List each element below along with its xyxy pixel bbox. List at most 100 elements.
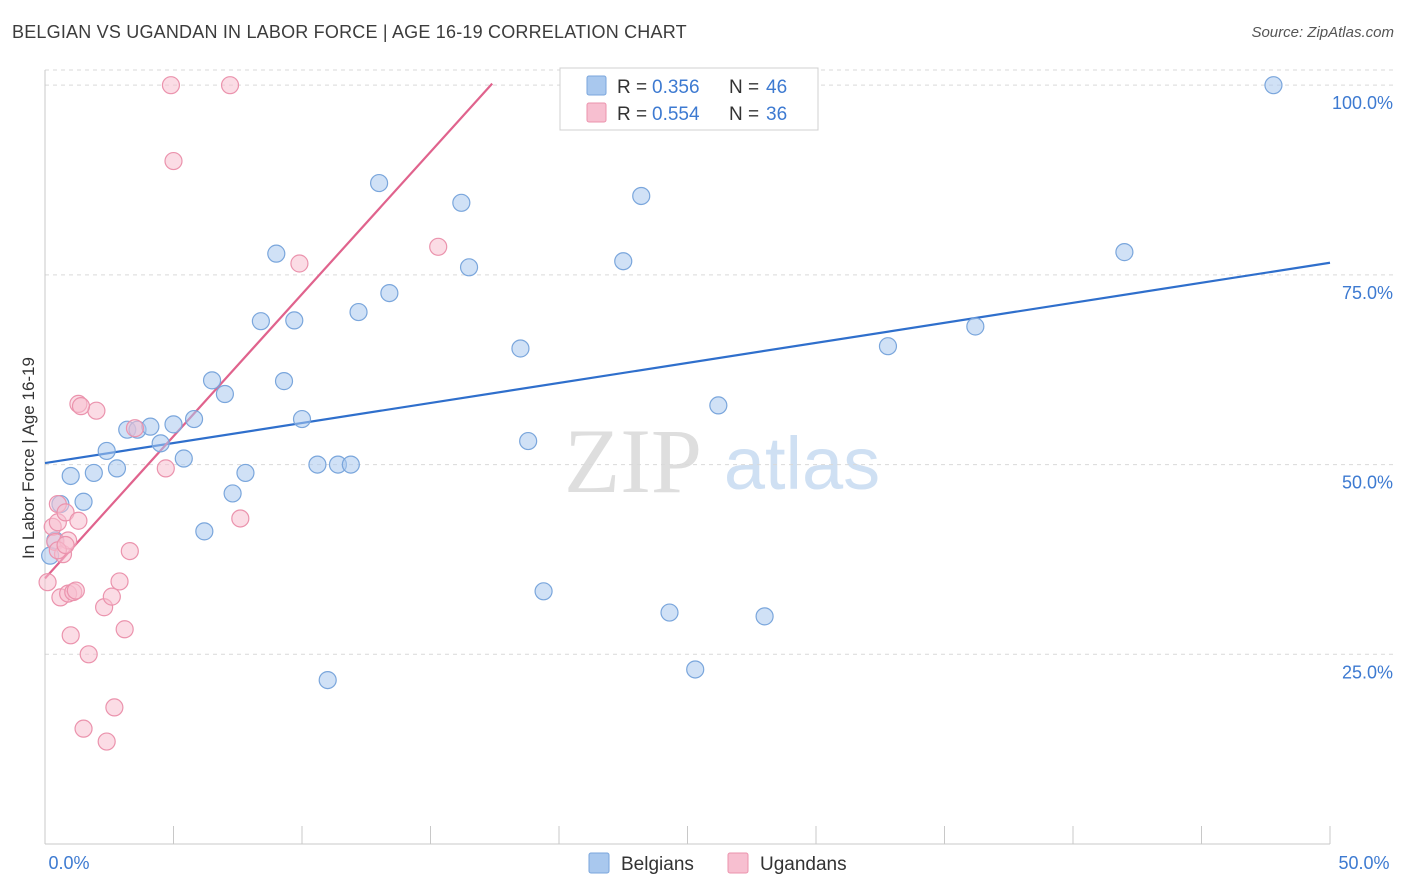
ugandans-point-30	[290, 254, 309, 273]
chart-title: BELGIAN VS UGANDAN IN LABOR FORCE | AGE …	[12, 22, 687, 42]
ugandans-point-10	[61, 626, 80, 645]
y-tick-label-50: 50.0%	[1342, 473, 1393, 493]
belgians-point-37	[614, 252, 633, 271]
belgians-point-23	[285, 311, 304, 330]
ugandans-point-12	[66, 581, 85, 600]
ugandans-point-16	[87, 401, 106, 420]
belgians-point-14	[184, 409, 204, 429]
ugandans-point-29	[231, 509, 250, 528]
watermark-zip: ZIP	[564, 410, 702, 512]
belgians-point-46	[1264, 76, 1283, 95]
belgians-point-41	[709, 396, 728, 415]
legend-ugandan-n-value: 36	[766, 104, 787, 125]
ugandans-point-23	[120, 541, 139, 561]
belgians-point-10	[141, 417, 160, 436]
watermark-atlas: atlas	[724, 422, 880, 505]
belgians-point-34	[511, 339, 530, 358]
belgians-point-45	[1115, 243, 1134, 262]
ugandans-point-14	[74, 719, 93, 738]
belgians-point-25	[308, 455, 327, 474]
ugandan-points	[38, 76, 448, 751]
belgians-point-3	[61, 466, 80, 486]
correlation-legend: R = 0.356 N = 46 R = 0.554 N = 36	[559, 67, 819, 131]
belgians-point-39	[660, 603, 679, 622]
y-tick-label-25: 25.0%	[1342, 662, 1393, 682]
ugandans-point-24	[125, 419, 145, 438]
belgians-point-16	[202, 371, 222, 390]
belgians-point-22	[274, 372, 294, 391]
legend-ugandan-r-label: R =	[617, 104, 647, 125]
belgians-point-44	[966, 317, 985, 336]
ugandans-point-33	[71, 397, 91, 416]
belgians-point-6	[97, 441, 116, 461]
belgians-point-15	[195, 522, 214, 541]
x-tick-label-max: 50.0%	[1338, 853, 1389, 873]
legend-ugandan-swatch	[586, 102, 607, 123]
ugandans-point-15	[79, 645, 98, 664]
legend-belgian-r-label: R =	[617, 77, 647, 98]
belgians-point-13	[174, 449, 193, 468]
belgians-point-38	[632, 186, 651, 206]
ugandans-point-0	[38, 573, 57, 592]
belgians-point-7	[107, 459, 127, 478]
ugandans-point-13	[69, 511, 88, 530]
legend-ugandan-r-value: 0.554	[652, 104, 700, 125]
belgians-trend-line	[44, 261, 1331, 465]
belgians-point-40	[686, 660, 705, 679]
ugandans-point-18	[97, 732, 116, 751]
y-axis-label: In Labor Force | Age 16-19	[19, 357, 38, 559]
legend-belgian-n-value: 46	[766, 77, 787, 98]
belgians-point-19	[236, 463, 255, 483]
ugandans-point-25	[156, 459, 175, 478]
belgians-point-42	[755, 607, 774, 626]
belgians-point-31	[380, 283, 399, 303]
ugandans-point-26	[161, 76, 181, 95]
ugandans-point-20	[105, 698, 124, 717]
trend-lines	[44, 82, 1331, 580]
y-tick-label-75: 75.0%	[1342, 283, 1393, 303]
x-tick-label-min: 0.0%	[48, 853, 89, 873]
belgians-point-30	[370, 173, 389, 193]
belgians-point-17	[215, 384, 234, 404]
ugandans-trend-line	[44, 82, 493, 580]
ugandans-point-31	[429, 237, 448, 256]
bottom-legend-ugandans-swatch	[727, 852, 749, 874]
belgians-point-24	[292, 409, 312, 429]
legend-belgian-swatch	[586, 75, 607, 96]
belgians-point-4	[74, 492, 93, 511]
belgians-point-32	[452, 193, 471, 212]
grid-lines	[45, 69, 1393, 655]
y-axis-tick-labels: 25.0% 50.0% 75.0% 100.0%	[1332, 93, 1393, 682]
belgians-point-21	[267, 244, 286, 263]
source-label: Source: ZipAtlas.com	[1251, 24, 1394, 41]
x-axis-ticks	[44, 826, 1331, 844]
bottom-legend-belgians-label: Belgians	[621, 854, 694, 875]
ugandans-point-7	[56, 503, 75, 522]
belgians-point-35	[519, 431, 538, 451]
belgian-points	[41, 76, 1283, 690]
belgians-point-5	[84, 463, 103, 483]
belgians-point-33	[459, 258, 479, 277]
ugandans-point-35	[56, 535, 75, 555]
ugandans-point-19	[102, 587, 121, 606]
belgians-point-29	[349, 302, 368, 322]
ugandans-point-27	[164, 151, 183, 171]
bottom-legend-ugandans-label: Ugandans	[760, 854, 847, 875]
belgians-point-36	[534, 582, 553, 601]
legend-belgian-n-label: N =	[729, 77, 759, 98]
legend-belgian-r-value: 0.356	[652, 77, 700, 98]
belgians-point-43	[878, 337, 898, 356]
belgians-point-20	[251, 312, 270, 331]
belgians-point-11	[151, 434, 170, 453]
ugandans-point-22	[115, 620, 134, 639]
bottom-legend-belgians-swatch	[588, 852, 610, 874]
belgians-point-12	[164, 415, 183, 434]
belgians-point-28	[341, 455, 360, 474]
legend-ugandan-n-label: N =	[729, 104, 759, 125]
belgians-point-26	[318, 670, 337, 690]
belgians-point-18	[223, 484, 242, 503]
ugandans-point-28	[220, 76, 240, 95]
ugandans-point-21	[110, 572, 129, 591]
series-legend: Belgians Ugandans	[588, 852, 847, 875]
